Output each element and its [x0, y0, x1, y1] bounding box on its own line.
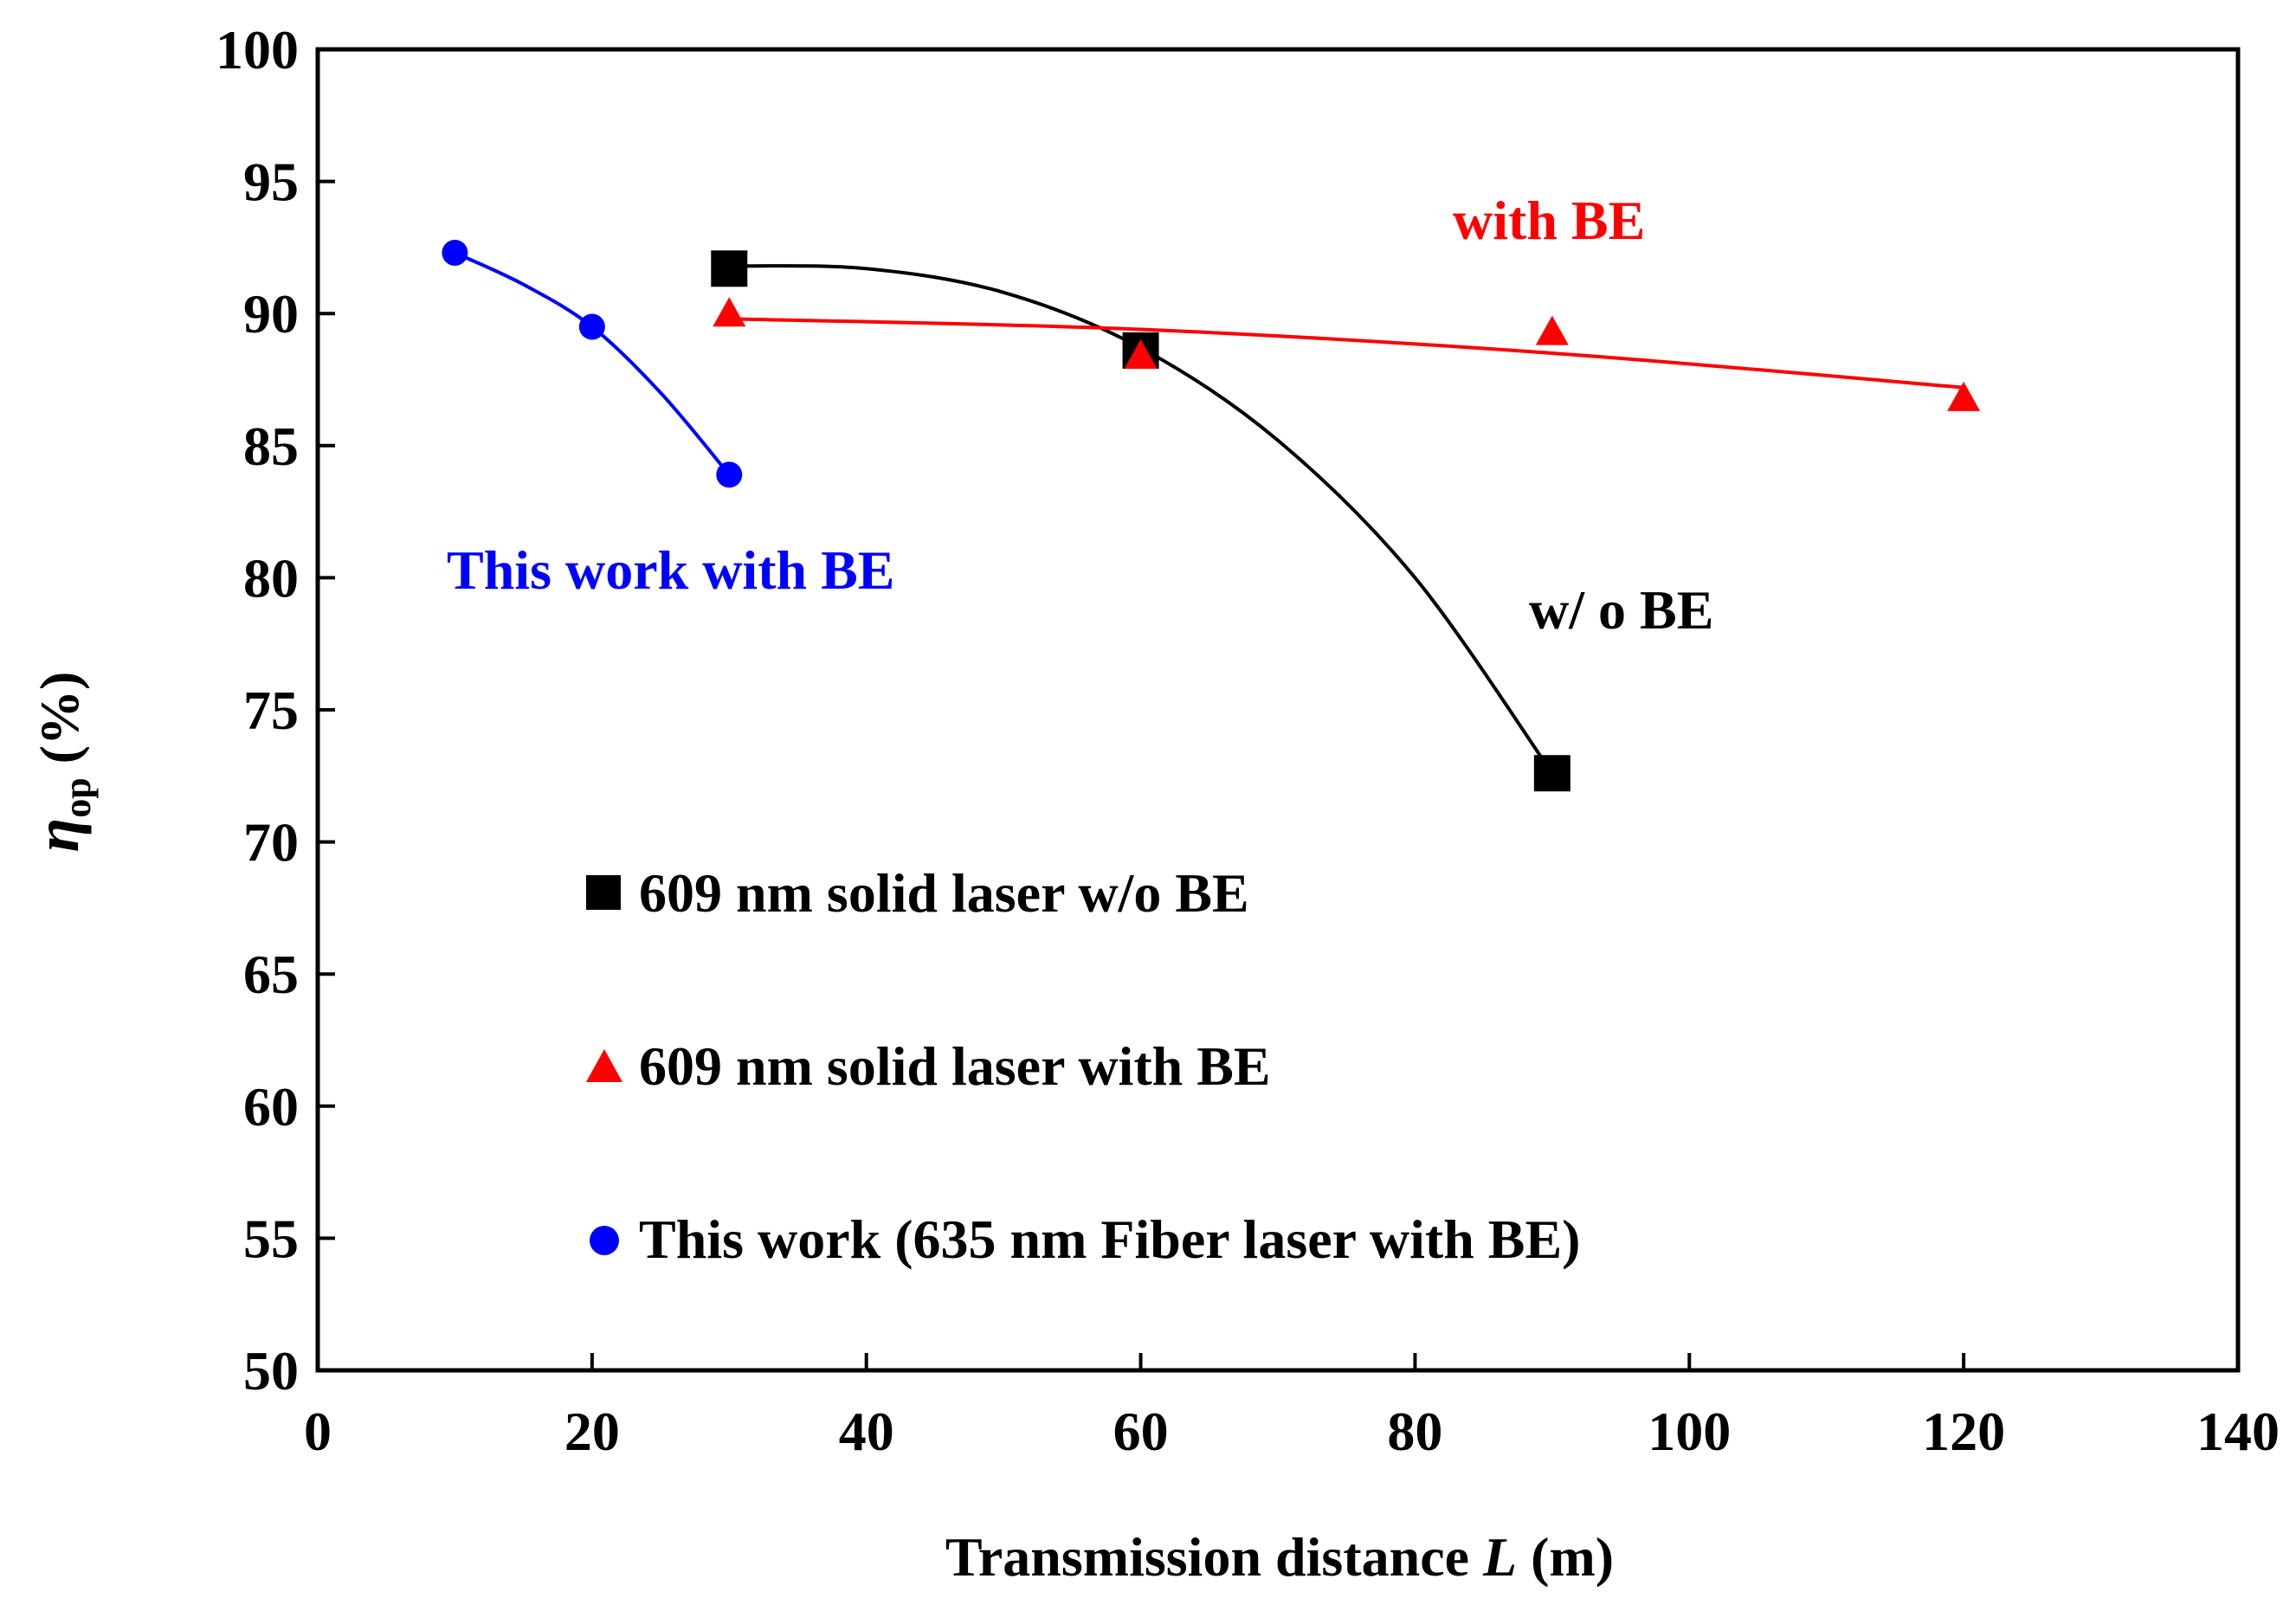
- y-tick-label: 90: [243, 283, 299, 345]
- y-axis-title-subscript: op: [56, 777, 99, 817]
- series-3-point: [716, 461, 743, 488]
- legend-circle-marker: [590, 1226, 619, 1255]
- legend-square-marker: [586, 875, 621, 910]
- y-tick-label: 50: [243, 1340, 299, 1401]
- x-tick-label: 0: [304, 1401, 332, 1462]
- series-1-point: [711, 250, 748, 287]
- series-1-point: [1533, 755, 1570, 792]
- x-tick-label: 80: [1387, 1401, 1442, 1462]
- y-tick-label: 85: [243, 416, 299, 477]
- legend-label-series-1: 609 nm solid laser w/o BE: [639, 862, 1249, 924]
- y-tick-label: 65: [243, 944, 299, 1005]
- y-axis-title-unit: (%): [29, 672, 90, 764]
- data-markers: [442, 240, 1981, 792]
- x-axis-title: Transmission distance L (m): [945, 1526, 1614, 1588]
- legend-label-series-3: This work (635 nm Fiber laser with BE): [639, 1208, 1580, 1270]
- series-2-point: [713, 297, 746, 327]
- series-2-point: [1124, 339, 1158, 370]
- series-3-point: [442, 240, 468, 267]
- y-tick-label: 80: [243, 547, 299, 609]
- fit-curves: [454, 251, 1964, 775]
- y-tick-label: 55: [243, 1208, 299, 1269]
- x-axis-title-unit: (m): [1531, 1526, 1614, 1588]
- x-tick-label: 60: [1113, 1401, 1169, 1462]
- series-2-point: [1535, 315, 1569, 345]
- y-tick-label: 70: [243, 812, 299, 873]
- y-axis-title: ηop (%): [23, 672, 99, 853]
- x-axis-title-text: Transmission distance: [945, 1526, 1469, 1588]
- legend-label-series-2: 609 nm solid laser with BE: [639, 1035, 1271, 1097]
- annotation-this-work: This work with BE: [447, 539, 894, 601]
- series-3-fit-line: [454, 251, 731, 476]
- x-axis-title-variable: L: [1482, 1526, 1517, 1588]
- x-tick-label: 20: [564, 1401, 620, 1462]
- axis-ticks: 50 55 60 65 70 75 80 85 90 95 100 0 20 40 60 80 100 120 14…: [216, 19, 2280, 1462]
- x-tick-label: 100: [1648, 1401, 1731, 1462]
- series-2-fit-line: [729, 317, 1964, 390]
- plot-frame: [315, 47, 2241, 1373]
- x-tick-label: 120: [1922, 1401, 2005, 1462]
- y-tick-label: 60: [243, 1076, 299, 1137]
- y-axis-title-symbol: η: [23, 818, 92, 853]
- y-tick-label: 95: [243, 151, 299, 213]
- series-1-fit-line: [729, 264, 1554, 775]
- series-2-point: [1947, 381, 1981, 411]
- legend-triangle-marker: [586, 1049, 622, 1082]
- y-tick-label: 75: [243, 680, 299, 741]
- x-tick-label: 40: [839, 1401, 894, 1462]
- legend: 609 nm solid laser w/o BE 609 nm solid l…: [586, 862, 1580, 1270]
- annotation-without-be: w/ o BE: [1529, 579, 1713, 641]
- x-tick-label: 140: [2196, 1401, 2280, 1462]
- annotation-with-be: with BE: [1453, 190, 1645, 251]
- series-3-point: [578, 313, 605, 340]
- y-tick-label: 100: [216, 19, 299, 81]
